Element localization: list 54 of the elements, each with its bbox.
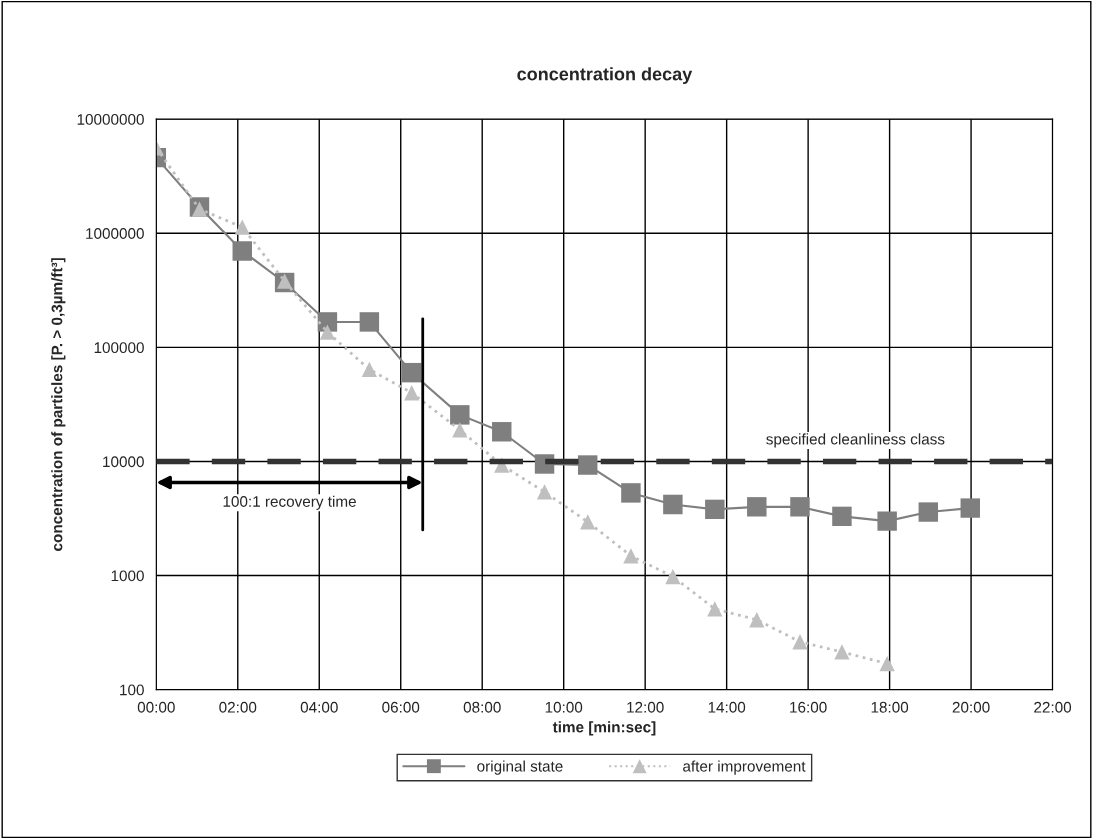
y-tick-label: 100 bbox=[120, 684, 144, 696]
y-axis-title: concentration of particles [P. > 0,3µm/ft³] bbox=[51, 258, 66, 551]
y-tick-label: 10000 bbox=[103, 456, 144, 468]
point bbox=[359, 312, 380, 332]
y-tick-label: 1000 bbox=[111, 570, 144, 582]
x-tick-label: 16:00 bbox=[790, 701, 827, 713]
legend-label: after improvement bbox=[683, 760, 806, 775]
point bbox=[361, 361, 377, 378]
point bbox=[879, 656, 895, 672]
point bbox=[705, 499, 725, 520]
point bbox=[665, 568, 681, 585]
point bbox=[960, 498, 980, 518]
point bbox=[877, 511, 897, 531]
point bbox=[832, 506, 852, 527]
point bbox=[790, 497, 810, 517]
point bbox=[402, 362, 422, 383]
x-tick-label: 12:00 bbox=[627, 701, 664, 713]
point bbox=[404, 385, 420, 401]
x-tick-label: 22:00 bbox=[1034, 701, 1072, 713]
x-tick-label: 00:00 bbox=[137, 701, 175, 713]
point bbox=[234, 219, 250, 235]
x-tick-label: 02:00 bbox=[219, 701, 257, 713]
x-tick-label: 08:00 bbox=[463, 701, 501, 713]
x-tick-label: 10:00 bbox=[545, 701, 583, 713]
point bbox=[707, 601, 723, 617]
chart-title: concentration decay bbox=[517, 67, 693, 84]
x-tick-label: 18:00 bbox=[871, 701, 909, 713]
point bbox=[452, 422, 468, 438]
point bbox=[663, 494, 683, 515]
y-tick-label: 10000000 bbox=[77, 114, 144, 125]
point bbox=[580, 514, 596, 530]
x-tick-label: 04:00 bbox=[300, 701, 338, 713]
point bbox=[492, 422, 512, 442]
point bbox=[578, 455, 598, 475]
point bbox=[749, 612, 765, 628]
point bbox=[792, 634, 808, 650]
point bbox=[747, 497, 767, 517]
x-tick-label: 14:00 bbox=[708, 701, 746, 713]
point bbox=[918, 502, 939, 522]
x-axis-title: time [min:sec] bbox=[552, 721, 656, 736]
y-tick-label: 100000 bbox=[94, 342, 144, 354]
point bbox=[623, 548, 639, 564]
annotation: 100:1 recovery time bbox=[223, 495, 356, 510]
y-tick-label: 1000000 bbox=[86, 228, 144, 239]
legend-label: original state bbox=[477, 760, 563, 775]
ref-line-label: specified cleanliness class bbox=[766, 433, 945, 448]
point bbox=[450, 405, 470, 425]
x-tick-label: 20:00 bbox=[952, 701, 990, 713]
point bbox=[232, 241, 252, 261]
point bbox=[834, 644, 850, 660]
x-tick-label: 06:00 bbox=[382, 701, 420, 713]
point bbox=[621, 483, 641, 503]
point bbox=[536, 484, 553, 500]
point bbox=[319, 324, 336, 340]
